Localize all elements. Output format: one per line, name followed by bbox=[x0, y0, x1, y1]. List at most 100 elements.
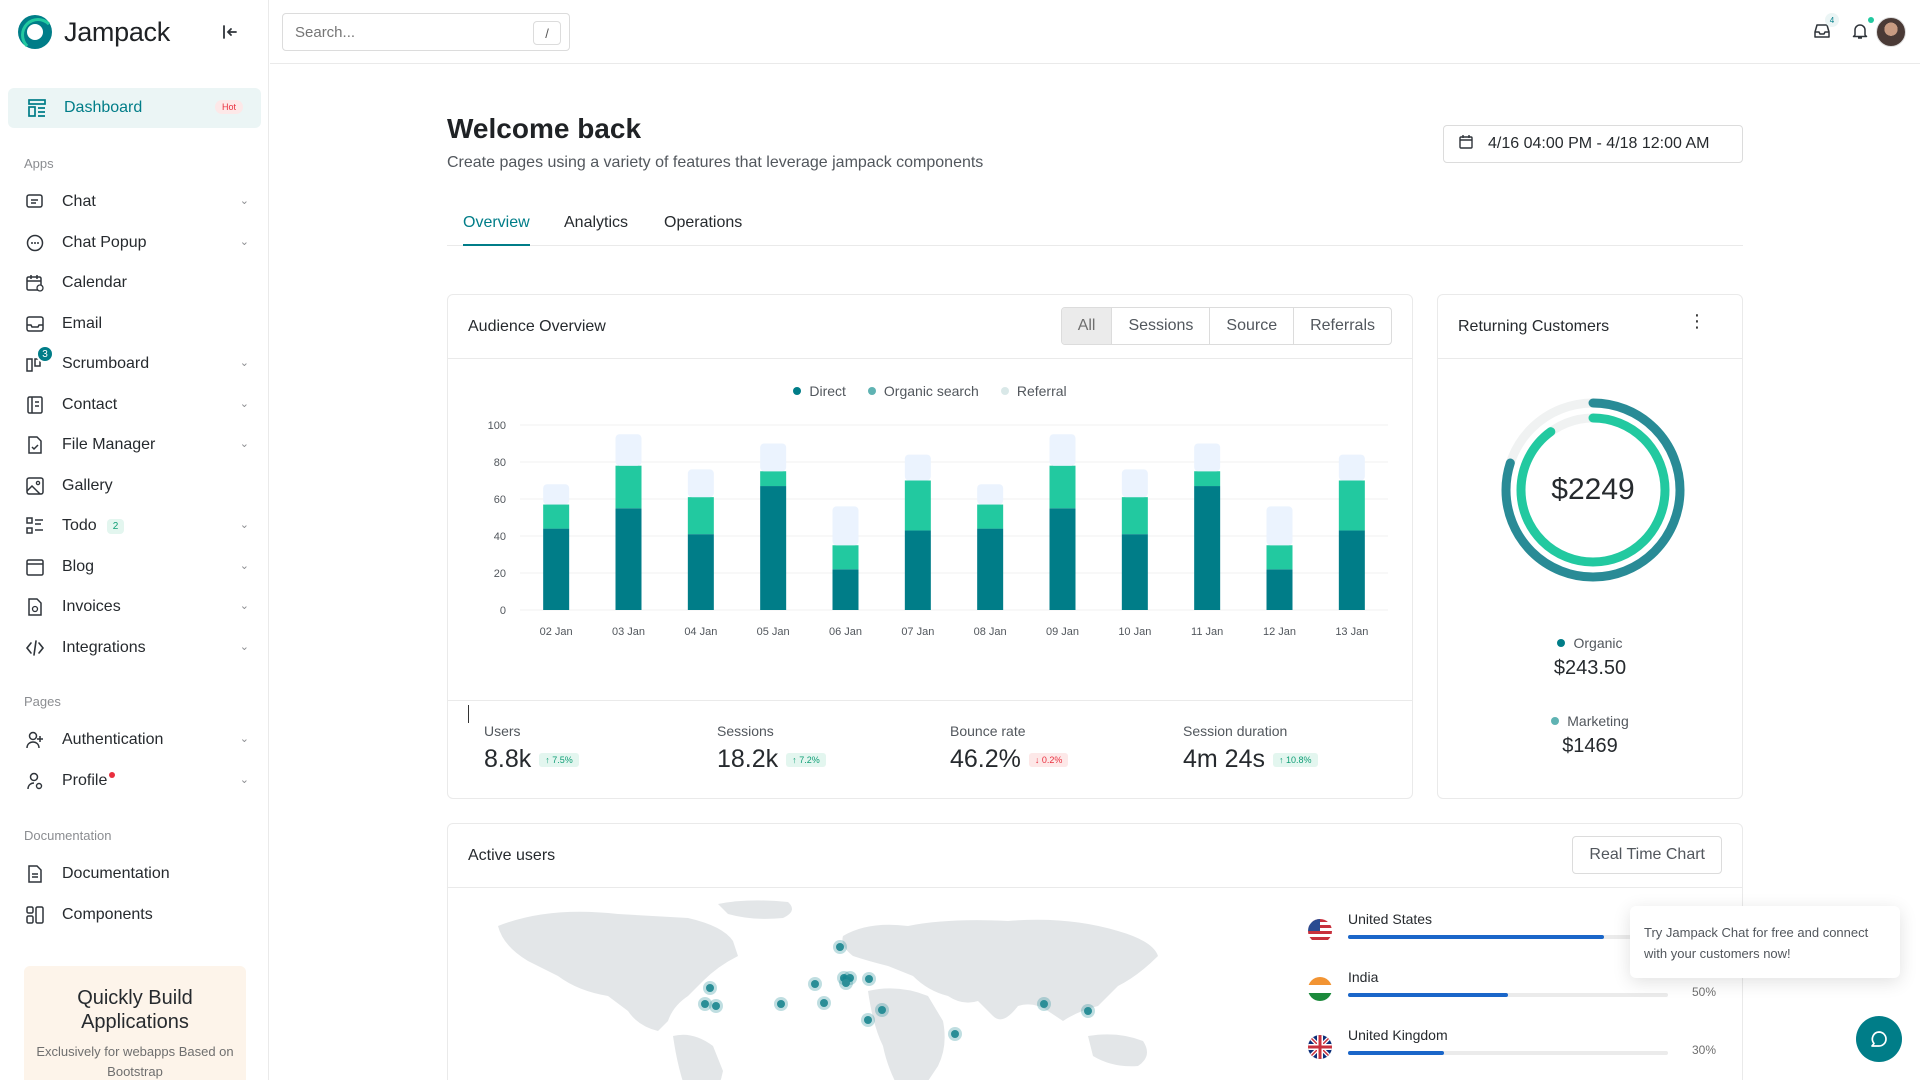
bar-organic-search[interactable] bbox=[904, 480, 931, 531]
tab-analytics[interactable]: Analytics bbox=[564, 214, 629, 231]
bar-organic-search[interactable] bbox=[1121, 497, 1148, 535]
legend-item-organic[interactable]: Organic search bbox=[867, 383, 979, 399]
chevron-down-icon[interactable]: ⌄ bbox=[239, 438, 249, 450]
bar-referral[interactable] bbox=[832, 506, 859, 546]
tab-operations[interactable]: Operations bbox=[664, 214, 743, 231]
chat-popup[interactable]: Try Jampack Chat for free and connect wi… bbox=[1630, 906, 1900, 978]
sidebar-item-calendar[interactable]: Calendar bbox=[24, 267, 249, 299]
bar-direct[interactable] bbox=[687, 534, 714, 610]
search-input[interactable] bbox=[295, 23, 525, 41]
sidebar-item-invoices[interactable]: Invoices ⌄ bbox=[24, 591, 249, 623]
bar-organic-search[interactable] bbox=[832, 545, 859, 570]
bar-organic-search[interactable] bbox=[977, 504, 1004, 529]
chevron-down-icon[interactable]: ⌄ bbox=[239, 773, 249, 786]
bar-organic-search[interactable] bbox=[615, 465, 642, 509]
chevron-down-icon[interactable]: ⌄ bbox=[239, 519, 249, 531]
ring-marketing[interactable] bbox=[1516, 413, 1670, 567]
bar-direct[interactable] bbox=[832, 569, 859, 610]
filter-sessions-button[interactable]: Sessions bbox=[1112, 308, 1211, 344]
map-point[interactable] bbox=[833, 940, 847, 954]
sidebar-item-dashboard[interactable]: Dashboard Hot bbox=[8, 88, 261, 128]
chevron-down-icon[interactable]: ⌄ bbox=[239, 559, 249, 572]
bar-organic-search[interactable] bbox=[1194, 471, 1221, 487]
bar-direct[interactable] bbox=[1049, 508, 1076, 610]
collapse-sidebar-icon[interactable] bbox=[218, 20, 242, 44]
bar-direct[interactable] bbox=[1266, 569, 1293, 610]
map-point[interactable] bbox=[709, 999, 723, 1013]
sidebar-item-scrumboard[interactable]: 3 Scrumboard ⌄ bbox=[24, 345, 249, 380]
chevron-down-icon[interactable]: ⌄ bbox=[239, 640, 249, 653]
sidebar-item-contact[interactable]: Contact ⌄ bbox=[24, 389, 249, 421]
bar-organic-search[interactable] bbox=[1266, 545, 1293, 570]
bar-referral[interactable] bbox=[687, 469, 714, 498]
legend-item-direct[interactable]: Direct bbox=[793, 383, 846, 399]
ring-organic[interactable] bbox=[1501, 398, 1685, 582]
sidebar-item-chat-popup[interactable]: Chat Popup ⌄ bbox=[24, 227, 249, 259]
sidebar-item-profile[interactable]: Profile ⌄ bbox=[24, 765, 249, 797]
bar-direct[interactable] bbox=[615, 508, 642, 610]
bar-direct[interactable] bbox=[1194, 486, 1221, 610]
sidebar-item-documentation[interactable]: Documentation bbox=[24, 858, 249, 890]
filter-all-button[interactable]: All bbox=[1061, 308, 1113, 344]
sidebar-item-email[interactable]: Email bbox=[24, 308, 249, 340]
bar-referral[interactable] bbox=[977, 484, 1004, 505]
sidebar-item-components[interactable]: Components bbox=[24, 899, 249, 931]
map-point[interactable] bbox=[839, 976, 853, 990]
legend-item-referral[interactable]: Referral bbox=[1000, 383, 1067, 399]
tab-overview[interactable]: Overview bbox=[463, 214, 530, 246]
user-avatar[interactable] bbox=[1876, 17, 1906, 47]
map-point[interactable] bbox=[808, 977, 822, 991]
bar-organic-search[interactable] bbox=[760, 471, 787, 487]
filter-referrals-button[interactable]: Referrals bbox=[1310, 317, 1375, 334]
sidebar-item-integrations[interactable]: Integrations ⌄ bbox=[24, 632, 249, 664]
bar-direct[interactable] bbox=[904, 530, 931, 610]
chevron-down-icon[interactable]: ⌄ bbox=[239, 600, 249, 612]
map-point[interactable] bbox=[774, 997, 788, 1011]
bar-organic-search[interactable] bbox=[1049, 465, 1076, 509]
sidebar-item-blog[interactable]: Blog ⌄ bbox=[24, 551, 249, 583]
notification-bell-icon[interactable] bbox=[1849, 17, 1874, 42]
sidebar-item-todo[interactable]: Todo 2 ⌄ bbox=[24, 510, 249, 542]
more-options-icon[interactable]: ⋮ bbox=[1688, 311, 1706, 331]
bar-direct[interactable] bbox=[1121, 534, 1148, 610]
date-range-picker[interactable]: 4/16 04:00 PM - 4/18 12:00 AM bbox=[1443, 125, 1743, 163]
bar-referral[interactable] bbox=[615, 434, 642, 466]
map-point[interactable] bbox=[948, 1027, 962, 1041]
bar-direct[interactable] bbox=[977, 528, 1004, 610]
search-box[interactable]: / bbox=[282, 13, 570, 51]
bar-referral[interactable] bbox=[1266, 506, 1293, 546]
real-time-chart-button[interactable]: Real Time Chart bbox=[1572, 836, 1722, 874]
map-point[interactable] bbox=[703, 981, 717, 995]
bar-referral[interactable] bbox=[904, 454, 931, 481]
bar-referral[interactable] bbox=[1121, 469, 1148, 498]
chevron-down-icon[interactable]: ⌄ bbox=[239, 195, 249, 207]
bar-referral[interactable] bbox=[760, 443, 787, 472]
chevron-down-icon[interactable]: ⌄ bbox=[239, 733, 249, 745]
sidebar-item-chat[interactable]: Chat ⌄ bbox=[24, 186, 249, 218]
map-point[interactable] bbox=[817, 996, 831, 1010]
bar-referral[interactable] bbox=[1049, 434, 1076, 466]
map-point[interactable] bbox=[861, 1013, 875, 1027]
sidebar-item-file-manager[interactable]: File Manager ⌄ bbox=[24, 429, 249, 461]
chevron-down-icon[interactable]: ⌄ bbox=[239, 235, 249, 248]
sidebar-item-gallery[interactable]: Gallery bbox=[24, 470, 249, 502]
map-point[interactable] bbox=[698, 997, 712, 1011]
map-point[interactable] bbox=[875, 1003, 889, 1017]
brand[interactable]: Jampack bbox=[18, 14, 170, 52]
chevron-down-icon[interactable]: ⌄ bbox=[239, 357, 249, 369]
filter-source-button[interactable]: Source bbox=[1210, 308, 1295, 344]
bar-referral[interactable] bbox=[1194, 443, 1221, 472]
map-point[interactable] bbox=[862, 972, 876, 986]
bar-direct[interactable] bbox=[1338, 530, 1365, 610]
bar-organic-search[interactable] bbox=[687, 497, 714, 535]
chevron-down-icon[interactable]: ⌄ bbox=[239, 397, 249, 410]
bar-referral[interactable] bbox=[543, 484, 570, 505]
sidebar-item-authentication[interactable]: Authentication ⌄ bbox=[24, 724, 249, 756]
inbox-icon[interactable]: 4 bbox=[1811, 13, 1839, 42]
bar-direct[interactable] bbox=[760, 486, 787, 610]
bar-direct[interactable] bbox=[543, 528, 570, 610]
bar-organic-search[interactable] bbox=[1338, 480, 1365, 531]
chat-fab-button[interactable] bbox=[1856, 1016, 1902, 1062]
map-point[interactable] bbox=[1037, 997, 1051, 1011]
map-point[interactable] bbox=[1081, 1004, 1095, 1018]
